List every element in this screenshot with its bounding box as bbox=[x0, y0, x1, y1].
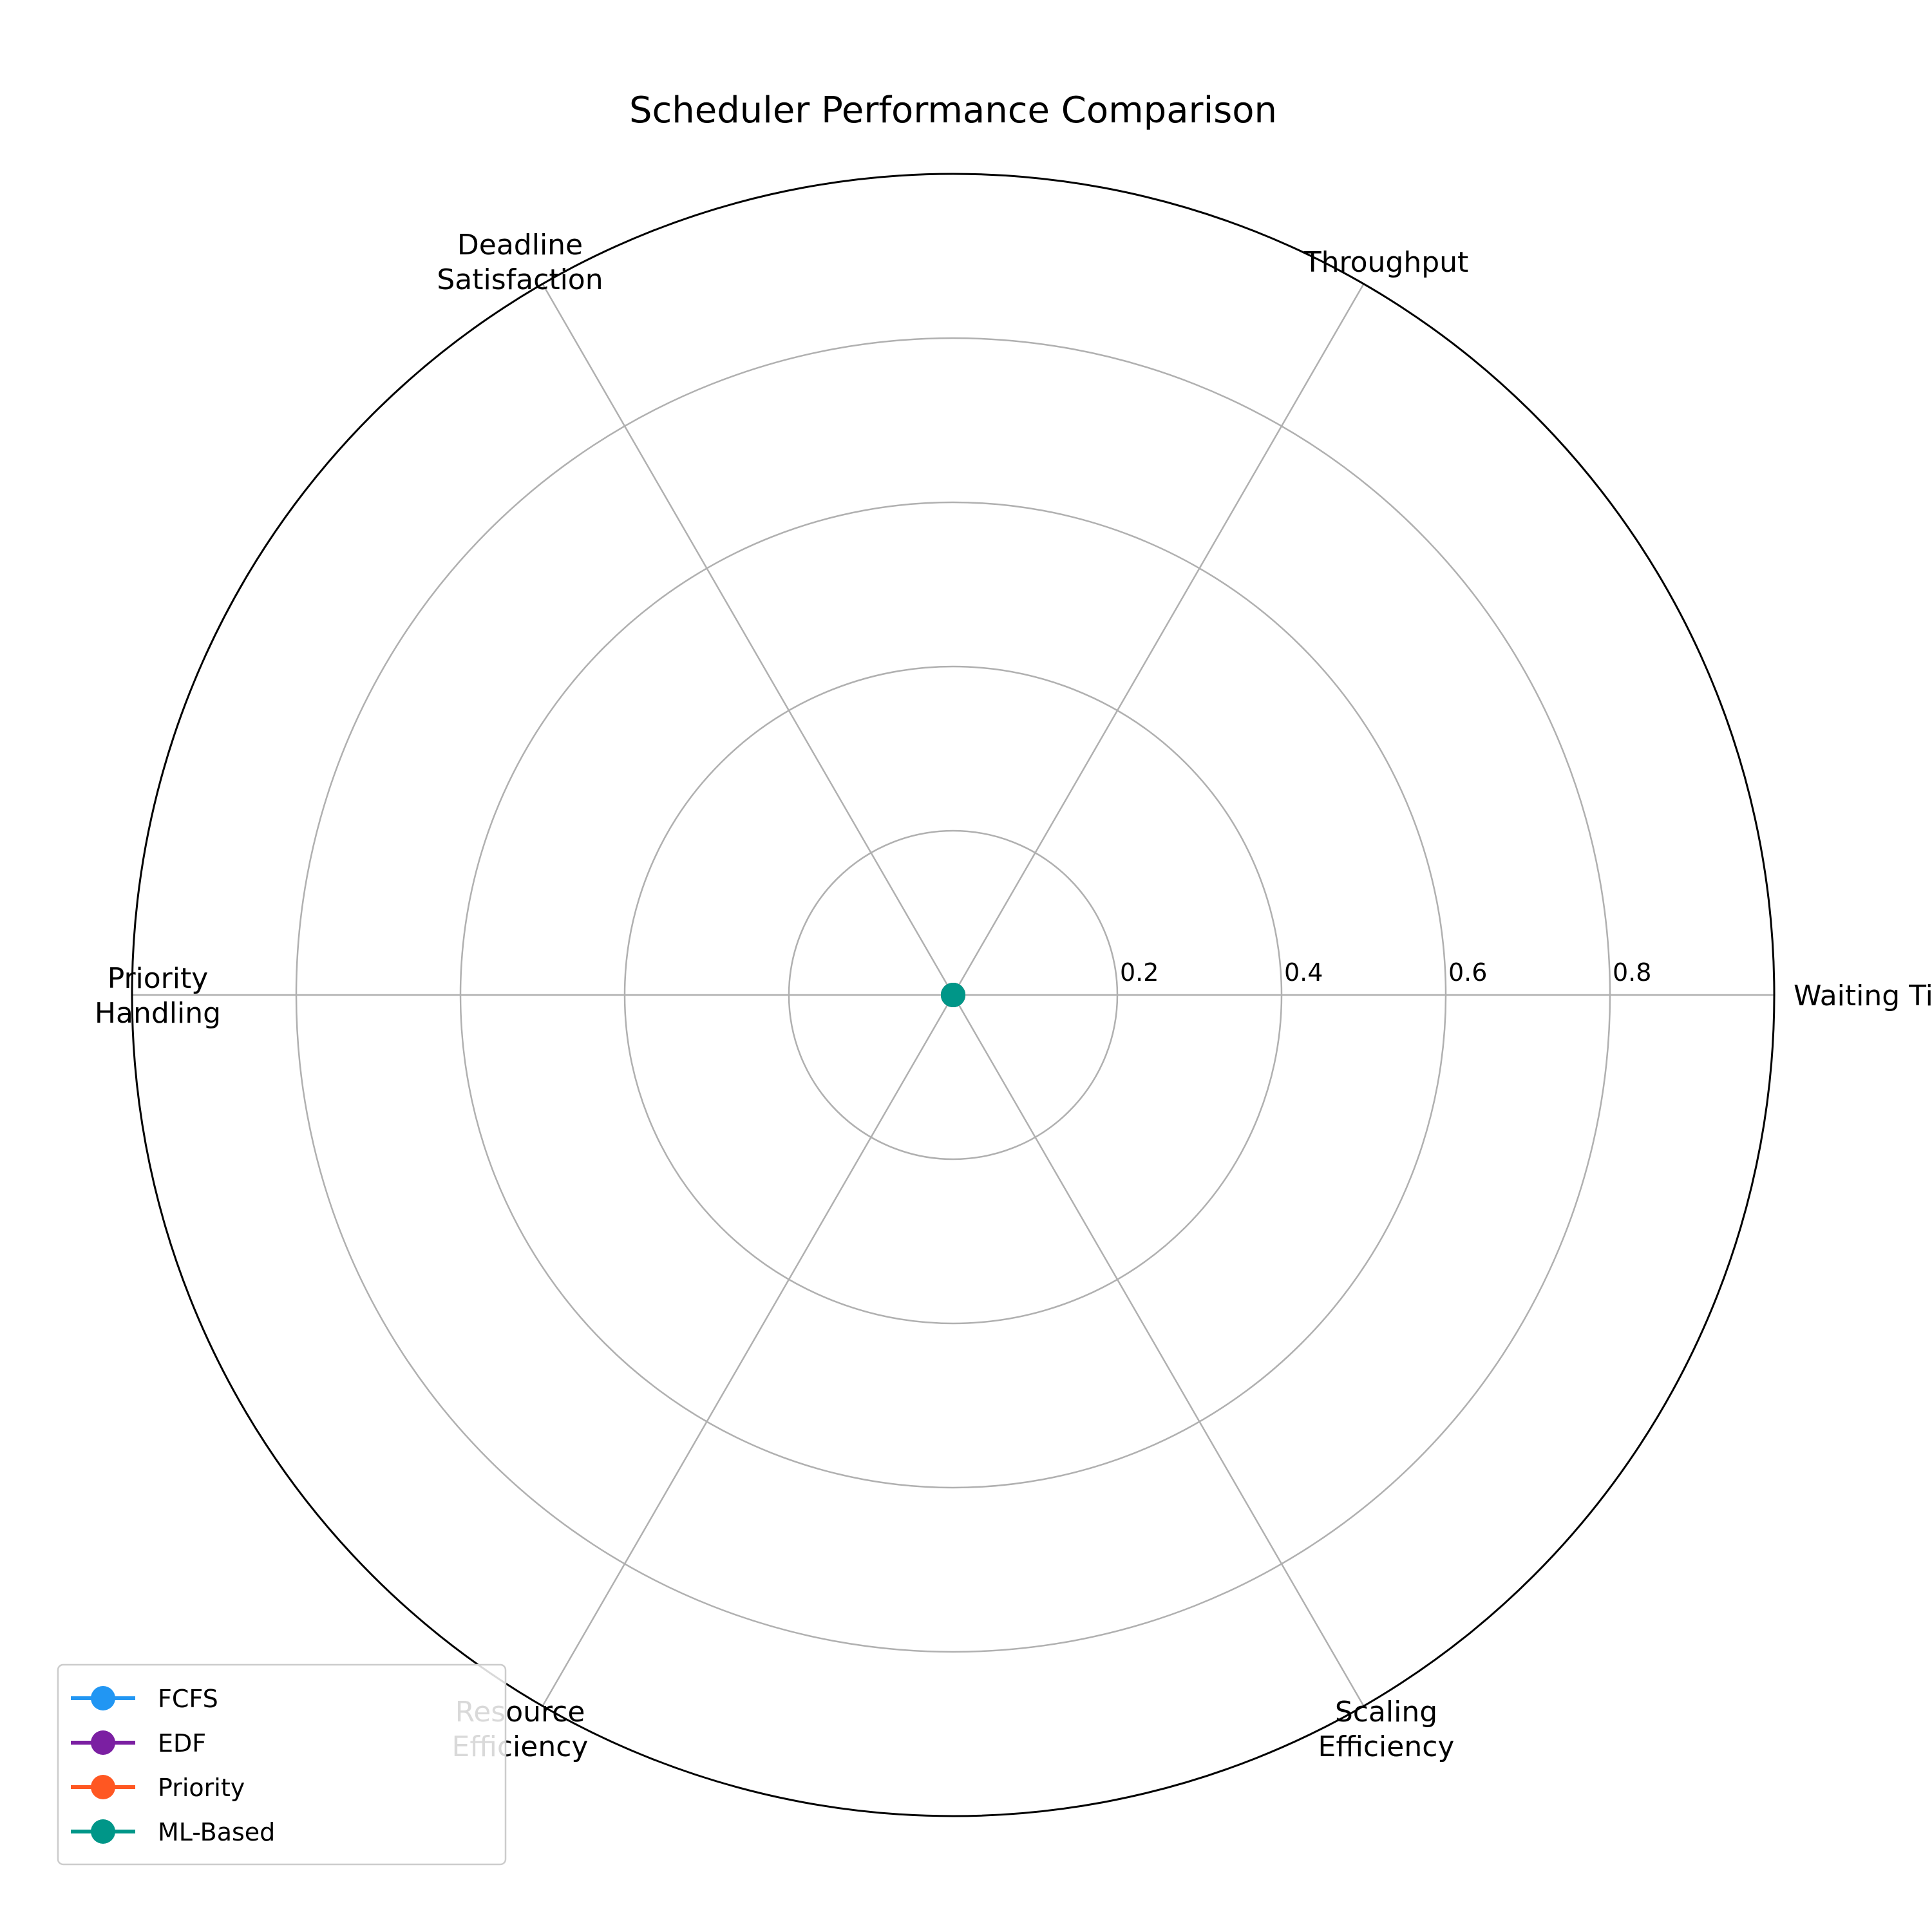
axis-label-2: Deadline Satisfaction bbox=[437, 229, 603, 296]
rtick-label-0: 0.2 bbox=[1120, 958, 1159, 987]
radar-outer-frame bbox=[131, 173, 1776, 1817]
axis-label-3-line-0: Priority bbox=[108, 962, 209, 995]
axis-labels: Waiting Time Throughput DeadlineSatisfacti… bbox=[95, 229, 1932, 1763]
spoke-4 bbox=[542, 994, 954, 1707]
axis-label-0: Waiting Time bbox=[1794, 980, 1932, 1012]
legend-label-1: EDF bbox=[158, 1729, 206, 1757]
axis-label-2-line-1: Satisfaction bbox=[437, 263, 603, 296]
radial-tick-labels: 0.2 0.4 0.6 0.8 bbox=[1120, 958, 1651, 987]
legend-label-2: Priority bbox=[158, 1774, 245, 1802]
radar-spokes bbox=[132, 283, 1774, 1707]
rtick-label-2: 0.6 bbox=[1448, 958, 1487, 987]
axis-label-3: Priority Handling bbox=[95, 962, 221, 1030]
spoke-5 bbox=[952, 994, 1365, 1707]
series-3-point-5 bbox=[941, 983, 965, 1007]
legend-label-0: FCFS bbox=[158, 1685, 218, 1713]
series-3 bbox=[941, 983, 965, 1007]
series-layer bbox=[941, 983, 965, 1007]
axis-label-1-line-0: Throughput bbox=[1303, 246, 1469, 279]
rtick-label-3: 0.8 bbox=[1613, 958, 1651, 987]
legend: FCFS EDF Priority ML-Based bbox=[57, 1663, 507, 1866]
chart-title: Scheduler Performance Comparison bbox=[629, 90, 1277, 131]
rtick-label-1: 0.4 bbox=[1284, 958, 1323, 987]
legend-label-3: ML-Based bbox=[158, 1818, 275, 1846]
axis-label-3-line-1: Handling bbox=[95, 997, 221, 1030]
axis-label-5: Scaling Efficiency bbox=[1318, 1696, 1455, 1763]
spoke-1 bbox=[952, 283, 1365, 996]
legend-marker-3 bbox=[91, 1819, 115, 1844]
axis-label-1: Throughput bbox=[1303, 246, 1469, 279]
axis-label-5-line-1: Efficiency bbox=[1318, 1730, 1455, 1763]
legend-marker-2 bbox=[91, 1775, 115, 1799]
legend-marker-1 bbox=[91, 1730, 115, 1755]
spoke-2 bbox=[542, 283, 954, 996]
axis-label-2-line-0: Deadline bbox=[457, 229, 583, 261]
axis-label-0-line-0: Waiting Time bbox=[1794, 980, 1932, 1012]
axis-label-5-line-0: Scaling bbox=[1335, 1696, 1437, 1728]
legend-box bbox=[57, 1663, 507, 1866]
legend-marker-0 bbox=[91, 1686, 115, 1710]
